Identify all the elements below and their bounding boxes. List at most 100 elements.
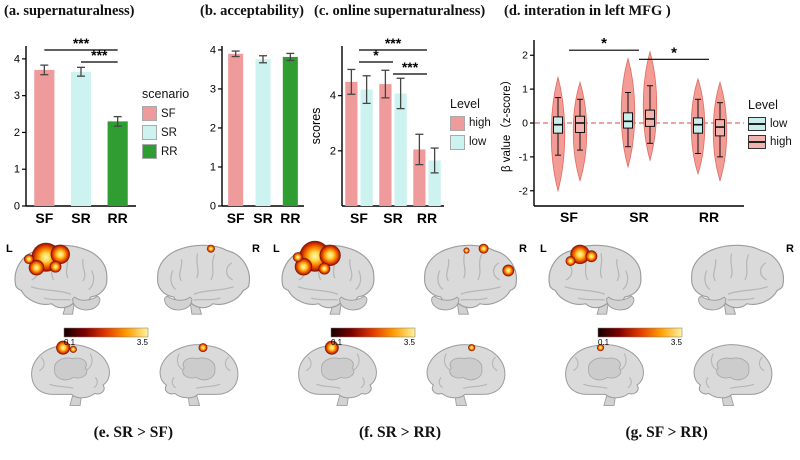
brain-group-sr-gt-rr: L R 0.1 3.5 (f. SR > RR)	[267, 236, 534, 442]
mfg-interaction-violin-plot: -2 -1 0 1 2 β value（z-score） SF SR RR * *	[500, 35, 744, 225]
legend-item-SR: SR	[142, 125, 189, 140]
svg-text:2: 2	[210, 122, 216, 134]
legend-item-low: low	[748, 116, 792, 131]
legend-label: RR	[161, 145, 178, 158]
svg-text:SF: SF	[560, 209, 578, 225]
svg-text:R: R	[519, 243, 527, 255]
svg-text:SF: SF	[35, 210, 53, 226]
legend-swatch-high	[748, 134, 766, 149]
panel-b-title: (b. acceptability)	[200, 3, 304, 19]
legend-item-SF: SF	[142, 106, 189, 121]
svg-text:SR: SR	[383, 210, 402, 226]
svg-text:0: 0	[14, 201, 20, 213]
panel-online-supernaturalness: (c. online supernaturalness) 2 4 scores SF S…	[310, 0, 500, 234]
panel-a-title: (a. supernaturalness)	[4, 3, 135, 19]
svg-text:β value（z-score）: β value（z-score）	[500, 74, 513, 172]
legend-label: low	[469, 136, 487, 148]
svg-text:4: 4	[330, 90, 336, 102]
legend-swatch-low	[748, 116, 766, 131]
svg-text:***: ***	[91, 47, 108, 63]
scenario-legend: scenario SF SR RR	[140, 87, 189, 161]
svg-text:-2: -2	[519, 185, 528, 197]
svg-text:3: 3	[14, 90, 20, 102]
svg-text:3.5: 3.5	[137, 338, 149, 347]
svg-text:R: R	[786, 243, 794, 255]
svg-text:SF: SF	[227, 210, 245, 226]
svg-text:1: 1	[14, 164, 20, 176]
brain-group-sr-gt-sf: L R 0.1 3.5 (e. SR > SF)	[0, 236, 267, 442]
svg-text:*: *	[671, 44, 677, 61]
legend-label: SR	[161, 126, 177, 139]
legend-swatch-RR	[142, 144, 157, 159]
brain-maps-sr-gt-rr: L R 0.1 3.5	[273, 240, 527, 406]
brain-group-sf-gt-rr: L R 0.1 3.5 (g. SF > RR)	[533, 236, 800, 442]
legend-item-low: low	[450, 134, 491, 150]
svg-text:L: L	[273, 243, 280, 255]
level-legend-d: Level low high	[746, 98, 792, 151]
svg-text:1: 1	[522, 84, 528, 96]
caption-f: (f. SR > RR)	[358, 424, 442, 441]
svg-text:0.1: 0.1	[598, 338, 610, 347]
legend-label: high	[770, 135, 792, 148]
svg-text:0: 0	[522, 118, 528, 130]
svg-text:RR: RR	[417, 210, 437, 226]
svg-text:RR: RR	[108, 210, 128, 226]
svg-text:scores: scores	[310, 108, 323, 145]
svg-text:-1: -1	[519, 151, 528, 163]
svg-text:4: 4	[210, 44, 216, 56]
svg-text:2: 2	[14, 127, 20, 139]
svg-text:RR: RR	[699, 209, 719, 225]
legend-label: high	[469, 117, 491, 129]
svg-text:***: ***	[73, 35, 90, 51]
legend-swatch-high	[450, 115, 465, 131]
svg-text:L: L	[6, 243, 13, 255]
legend-label: low	[770, 117, 788, 130]
svg-text:0: 0	[210, 201, 216, 213]
panel-c-title: (c. online supernaturalness)	[314, 3, 486, 19]
svg-text:1: 1	[210, 161, 216, 173]
svg-text:RR: RR	[280, 210, 300, 226]
svg-text:SF: SF	[350, 210, 368, 226]
legend-item-high: high	[450, 115, 491, 131]
svg-text:SR: SR	[629, 209, 648, 225]
svg-text:3: 3	[210, 83, 216, 95]
legend-item-RR: RR	[142, 144, 189, 159]
svg-text:L: L	[540, 243, 547, 255]
legend-label: SF	[161, 107, 176, 120]
brain-maps-sr-gt-sf: L R 0.1 3.5	[6, 242, 260, 406]
legend-swatch-SF	[142, 106, 157, 121]
legend-title: Level	[450, 96, 480, 111]
svg-text:***: ***	[402, 59, 419, 75]
panel-acceptability: (b. acceptability) 0 1 2 3 4 SF SR RR	[196, 0, 310, 234]
svg-text:3.5: 3.5	[671, 338, 683, 347]
svg-text:***: ***	[385, 35, 402, 51]
svg-text:2: 2	[330, 145, 336, 157]
panel-supernaturalness: (a. supernaturalness) 0 1 2 3 4 SF SR RR *** *** …	[0, 0, 196, 234]
svg-text:*: *	[373, 47, 379, 63]
level-legend-c: Level high low	[448, 97, 491, 152]
svg-text:2: 2	[522, 50, 528, 62]
caption-e: (e. SR > SF)	[93, 424, 174, 441]
svg-text:SR: SR	[71, 210, 90, 226]
svg-text:3.5: 3.5	[404, 338, 416, 347]
panel-d-title: (d. interation in left MFG )	[504, 3, 671, 19]
svg-text:*: *	[601, 35, 607, 52]
legend-swatch-low	[450, 134, 465, 150]
svg-text:0.1: 0.1	[331, 338, 343, 347]
supernaturalness-bar-chart: 0 1 2 3 4 SF SR RR ******	[14, 35, 136, 226]
brain-maps-sf-gt-rr: L R 0.1 3.5	[540, 243, 794, 406]
legend-title: scenario	[142, 87, 190, 101]
brain-maps-row: L R 0.1 3.5 (e. SR > SF) L R 0.1 3.5 (f. SR > …	[0, 236, 800, 442]
panel-mfg-interaction: (d. interation in left MFG ) -2 -1 0 1 2 β va…	[500, 0, 800, 234]
legend-item-high: high	[748, 134, 792, 149]
svg-text:SR: SR	[253, 210, 272, 226]
legend-title: Level	[748, 97, 778, 112]
caption-g: (g. SF > RR)	[625, 424, 708, 441]
svg-text:0.1: 0.1	[64, 338, 76, 347]
acceptability-bar-chart: 0 1 2 3 4 SF SR RR	[210, 44, 304, 226]
svg-text:4: 4	[14, 53, 20, 65]
svg-text:R: R	[252, 243, 260, 255]
charts-row: (a. supernaturalness) 0 1 2 3 4 SF SR RR *** *** …	[0, 0, 800, 234]
